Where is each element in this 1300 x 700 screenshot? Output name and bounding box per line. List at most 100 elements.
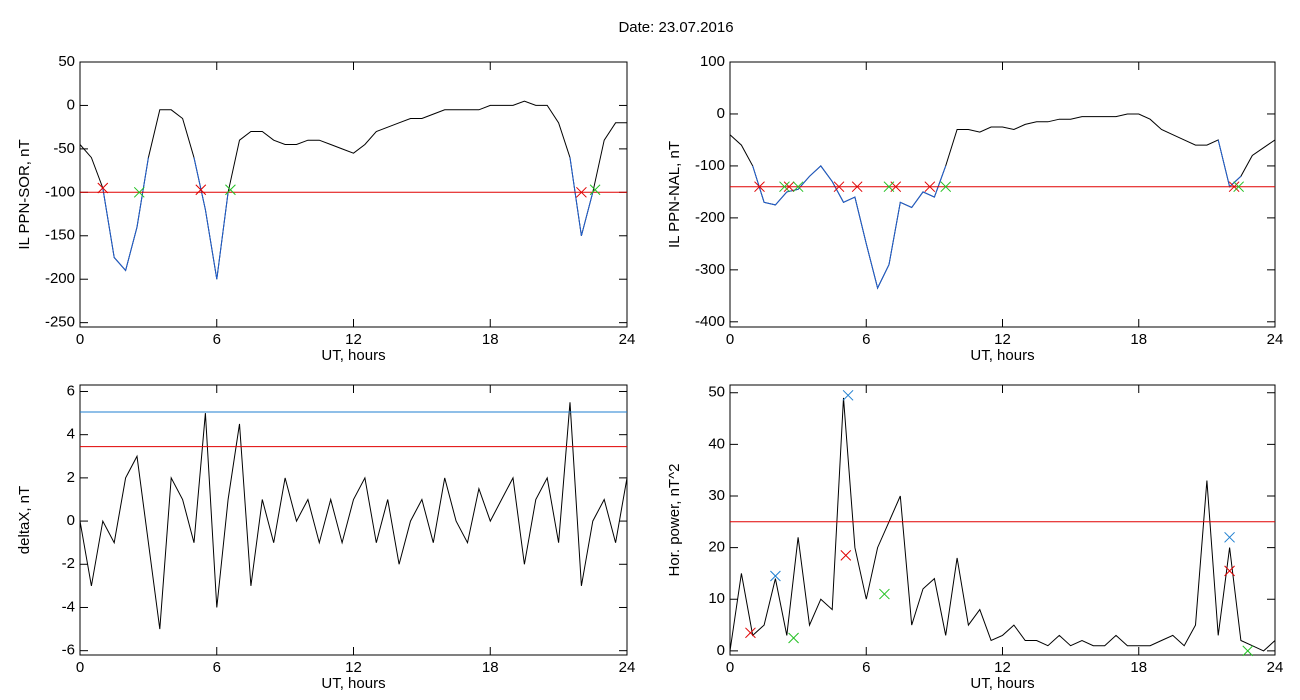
data-line <box>729 397 1276 652</box>
x-tick-label: 12 <box>994 659 1011 676</box>
cross-stroke <box>1228 181 1240 193</box>
x-tick-label: 18 <box>482 331 499 348</box>
cross-stroke <box>754 181 765 193</box>
x-tick-label: 24 <box>619 659 636 676</box>
y-tick-label: 50 <box>708 384 725 401</box>
y-tick-label: -2 <box>62 555 75 572</box>
cross-stroke <box>745 627 756 639</box>
y-tick-label: 40 <box>708 435 725 452</box>
data-line <box>752 139 1242 290</box>
figure-title: Date: 23.07.2016 <box>618 19 733 36</box>
cross-stroke <box>225 184 236 196</box>
cross-stroke <box>924 181 936 193</box>
cross-marker <box>879 588 890 600</box>
x-tick-label: 24 <box>1267 659 1284 676</box>
x-tick-label: 0 <box>76 331 84 348</box>
x-tick-label: 18 <box>1130 659 1147 676</box>
cross-marker <box>97 182 109 194</box>
cross-marker <box>745 627 756 639</box>
cross-marker <box>924 181 936 193</box>
x-tick-label: 24 <box>1267 331 1284 348</box>
x-tick-label: 6 <box>213 659 221 676</box>
cross-stroke <box>1242 645 1254 657</box>
cross-marker <box>851 181 863 193</box>
cross-marker <box>833 181 845 193</box>
x-tick-label: 6 <box>862 331 870 348</box>
data-line <box>79 402 628 630</box>
x-axis-label: UT, hours <box>321 347 385 364</box>
y-tick-label: 0 <box>717 105 725 122</box>
y-tick-label: 10 <box>708 590 725 607</box>
x-tick-label: 24 <box>619 331 636 348</box>
cross-stroke <box>779 181 790 193</box>
cross-marker <box>133 186 145 198</box>
cross-marker <box>883 181 895 193</box>
cross-stroke <box>879 588 890 600</box>
cross-stroke <box>833 181 845 193</box>
y-tick-label: -400 <box>695 313 725 330</box>
cross-stroke <box>195 184 207 196</box>
cross-stroke <box>783 181 795 193</box>
cross-marker <box>754 181 765 193</box>
y-tick-label: 6 <box>67 382 75 399</box>
plot-frame <box>729 61 1276 328</box>
y-tick-label: -100 <box>695 157 725 174</box>
y-tick-label: -250 <box>45 314 75 331</box>
cross-stroke <box>576 186 587 198</box>
cross-stroke <box>97 182 109 194</box>
y-axis-label: IL PPN-NAL, nT <box>666 141 683 248</box>
cross-marker <box>940 181 952 193</box>
cross-stroke <box>792 181 804 193</box>
y-tick-label: 100 <box>700 53 725 70</box>
x-tick-label: 18 <box>1130 331 1147 348</box>
cross-marker <box>842 389 854 401</box>
y-axis-label: Hor. power, nT^2 <box>666 464 683 577</box>
y-tick-label: -300 <box>695 261 725 278</box>
cross-marker <box>589 184 601 196</box>
cross-stroke <box>883 181 895 193</box>
y-tick-label: 50 <box>58 53 75 70</box>
x-tick-label: 18 <box>482 659 499 676</box>
cross-marker <box>1242 645 1254 657</box>
cross-stroke <box>840 550 852 561</box>
y-tick-label: -150 <box>45 227 75 244</box>
cross-marker <box>770 570 781 582</box>
cross-stroke <box>940 181 952 193</box>
cross-stroke <box>1233 181 1245 193</box>
cross-marker <box>576 186 587 198</box>
cross-marker <box>792 181 804 193</box>
cross-marker <box>1233 181 1245 193</box>
cross-marker <box>225 184 236 196</box>
data-line <box>729 113 1276 290</box>
x-tick-label: 6 <box>862 659 870 676</box>
x-axis-label: UT, hours <box>321 675 385 692</box>
y-tick-label: 2 <box>67 469 75 486</box>
data-line <box>79 100 627 280</box>
y-tick-label: -6 <box>62 642 75 659</box>
x-axis-label: UT, hours <box>970 675 1034 692</box>
y-axis-label: IL PPN-SOR, nT <box>16 139 33 249</box>
y-tick-label: 0 <box>67 512 75 529</box>
y-tick-label: -200 <box>695 209 725 226</box>
cross-stroke <box>842 389 854 401</box>
cross-marker <box>1224 565 1235 577</box>
plot-frame <box>729 384 1276 656</box>
cross-stroke <box>589 184 601 196</box>
cross-marker <box>1224 531 1235 543</box>
x-tick-label: 6 <box>213 331 221 348</box>
cross-marker <box>195 184 207 196</box>
y-tick-label: -4 <box>62 598 75 615</box>
y-tick-label: 0 <box>717 642 725 659</box>
cross-stroke <box>1224 531 1235 543</box>
x-tick-label: 0 <box>726 331 734 348</box>
cross-marker <box>1228 181 1240 193</box>
y-axis-label: deltaX, nT <box>16 486 33 554</box>
x-tick-label: 0 <box>76 659 84 676</box>
y-tick-label: -200 <box>45 270 75 287</box>
x-tick-label: 12 <box>994 331 1011 348</box>
cross-marker <box>783 181 795 193</box>
cross-stroke <box>851 181 863 193</box>
x-axis-label: UT, hours <box>970 347 1034 364</box>
cross-stroke <box>770 570 781 582</box>
cross-marker <box>788 632 799 644</box>
